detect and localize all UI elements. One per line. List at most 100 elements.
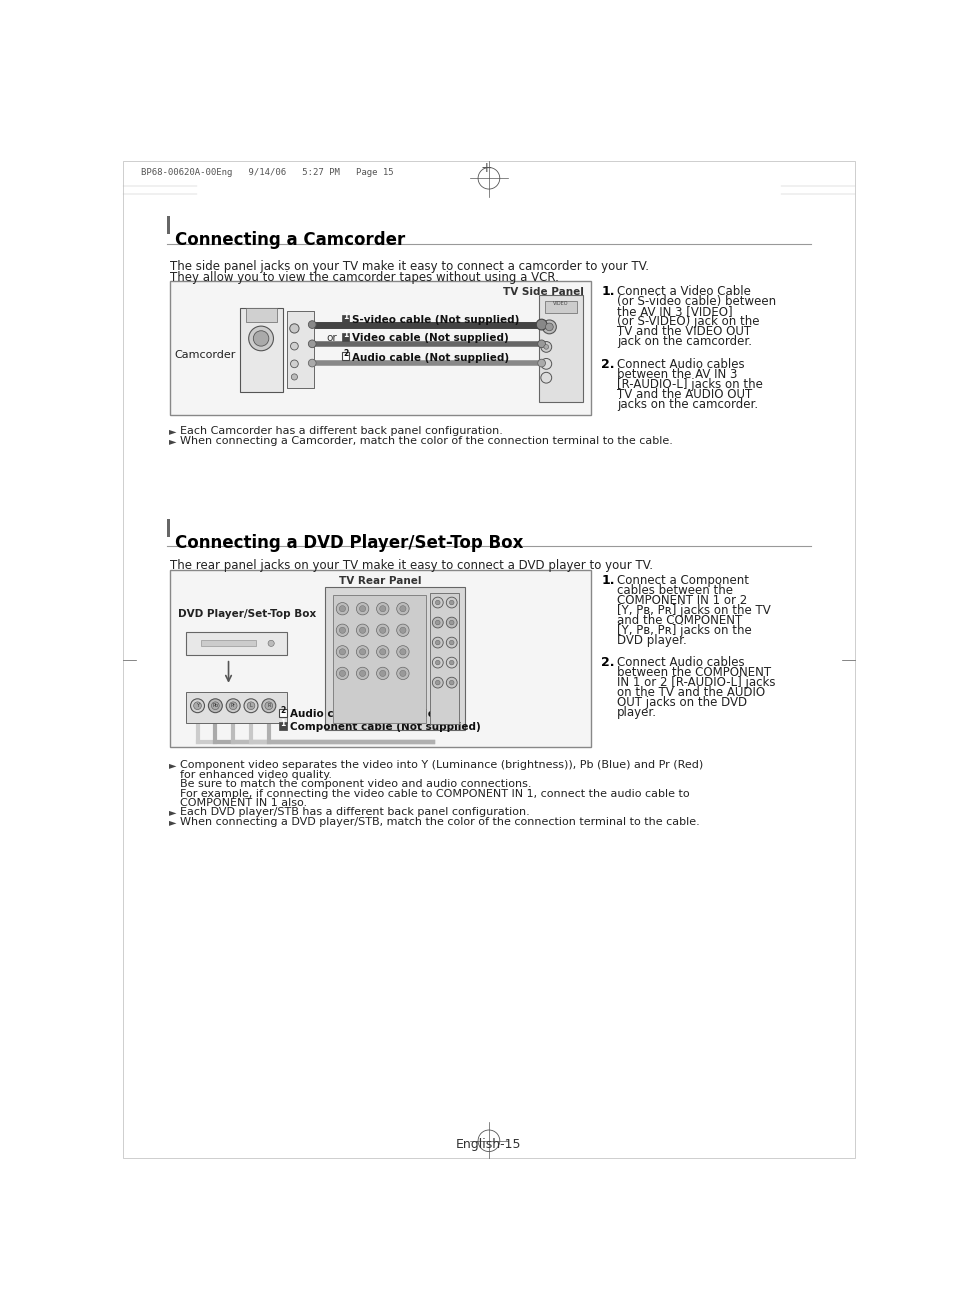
Circle shape	[208, 699, 222, 713]
Text: ►: ►	[169, 818, 176, 828]
Text: 1.: 1.	[600, 575, 614, 588]
Bar	[341, 315, 349, 323]
Bar	[430, 593, 459, 725]
Circle shape	[540, 342, 551, 353]
Circle shape	[356, 645, 369, 658]
Text: COMPONENT IN 1 also.: COMPONENT IN 1 also.	[179, 798, 307, 808]
Text: Connecting a DVD Player/Set-Top Box: Connecting a DVD Player/Set-Top Box	[174, 534, 523, 552]
Bar	[167, 518, 171, 537]
Text: [Y, Pʙ, Pʀ] jacks on the TV: [Y, Pʙ, Pʀ] jacks on the TV	[617, 605, 770, 618]
Text: for enhanced video quality.: for enhanced video quality.	[179, 769, 332, 780]
Circle shape	[229, 701, 236, 709]
Text: on the TV and the AUDIO: on the TV and the AUDIO	[617, 686, 764, 699]
Text: Be sure to match the component video and audio connections.: Be sure to match the component video and…	[179, 778, 531, 789]
Bar	[544, 300, 577, 313]
Text: BP68-00620A-00Eng   9/14/06   5:27 PM   Page 15: BP68-00620A-00Eng 9/14/06 5:27 PM Page 1…	[141, 168, 394, 178]
Circle shape	[247, 701, 254, 709]
Circle shape	[435, 640, 439, 645]
Circle shape	[435, 680, 439, 684]
Circle shape	[359, 670, 365, 677]
Text: player.: player.	[617, 705, 656, 718]
Text: When connecting a DVD player/STB, match the color of the connection terminal to : When connecting a DVD player/STB, match …	[179, 818, 699, 828]
Text: Connect Audio cables: Connect Audio cables	[617, 358, 743, 371]
Bar	[278, 709, 286, 717]
Text: VIDEO: VIDEO	[553, 302, 568, 307]
Circle shape	[379, 627, 385, 633]
Bar	[286, 312, 314, 388]
Text: They allow you to view the camcorder tapes without using a VCR.: They allow you to view the camcorder tap…	[171, 270, 558, 283]
Bar	[278, 722, 286, 730]
Circle shape	[226, 699, 240, 713]
Circle shape	[335, 602, 348, 615]
Text: Connecting a Camcorder: Connecting a Camcorder	[174, 231, 405, 249]
Circle shape	[435, 620, 439, 624]
Text: [Y, Pʙ, Pʀ] jacks on the: [Y, Pʙ, Pʀ] jacks on the	[617, 624, 751, 637]
Text: or: or	[326, 333, 336, 343]
Bar	[186, 692, 286, 722]
Text: cables between the: cables between the	[617, 584, 732, 597]
Text: and the COMPONENT: and the COMPONENT	[617, 614, 741, 627]
Bar	[537, 295, 583, 401]
Circle shape	[376, 667, 389, 679]
Circle shape	[193, 701, 201, 709]
Text: Component cable (Not supplied): Component cable (Not supplied)	[290, 722, 480, 733]
Circle shape	[396, 624, 409, 636]
Text: DVD player.: DVD player.	[617, 635, 686, 646]
Text: TV Side Panel: TV Side Panel	[502, 287, 583, 296]
Circle shape	[253, 330, 269, 346]
Bar	[171, 571, 591, 747]
Bar	[341, 353, 349, 360]
Circle shape	[265, 701, 273, 709]
Circle shape	[261, 699, 275, 713]
Text: L: L	[250, 703, 253, 708]
Circle shape	[446, 618, 456, 628]
Text: IN 1 or 2 [R-AUDIO-L] jacks: IN 1 or 2 [R-AUDIO-L] jacks	[617, 675, 775, 688]
Circle shape	[249, 326, 274, 351]
Bar	[186, 632, 286, 654]
Circle shape	[432, 618, 443, 628]
Text: Audio cable (Not supplied): Audio cable (Not supplied)	[290, 709, 446, 720]
Circle shape	[291, 360, 298, 368]
Text: the AV IN 3 [VIDEO]: the AV IN 3 [VIDEO]	[617, 304, 732, 317]
Text: 2: 2	[342, 349, 348, 358]
Circle shape	[290, 324, 298, 333]
Text: English-15: English-15	[456, 1139, 521, 1152]
Circle shape	[449, 661, 454, 665]
Circle shape	[446, 678, 456, 688]
Circle shape	[542, 320, 556, 334]
Text: S-video cable (Not supplied): S-video cable (Not supplied)	[352, 315, 518, 325]
Circle shape	[399, 670, 406, 677]
Circle shape	[399, 627, 406, 633]
Text: Connect a Component: Connect a Component	[617, 575, 748, 588]
Circle shape	[435, 601, 439, 605]
Text: COMPONENT IN 1 or 2: COMPONENT IN 1 or 2	[617, 594, 746, 607]
Text: Connect Audio cables: Connect Audio cables	[617, 656, 743, 669]
Text: Audio cable (Not supplied): Audio cable (Not supplied)	[352, 353, 508, 363]
Text: Pr: Pr	[231, 703, 235, 708]
Text: The side panel jacks on your TV make it easy to connect a camcorder to your TV.: The side panel jacks on your TV make it …	[171, 260, 649, 273]
Circle shape	[543, 345, 548, 349]
Circle shape	[432, 657, 443, 667]
Text: The rear panel jacks on your TV make it easy to connect a DVD player to your TV.: The rear panel jacks on your TV make it …	[171, 559, 653, 572]
Circle shape	[356, 667, 369, 679]
Circle shape	[379, 649, 385, 654]
Bar	[246, 308, 276, 321]
Circle shape	[396, 602, 409, 615]
Text: DVD Player/Set-Top Box: DVD Player/Set-Top Box	[178, 609, 316, 619]
Bar	[171, 281, 591, 415]
Circle shape	[359, 627, 365, 633]
Bar	[341, 333, 349, 341]
Text: ►: ►	[169, 760, 176, 769]
Circle shape	[449, 601, 454, 605]
Bar	[201, 640, 255, 645]
Circle shape	[449, 680, 454, 684]
Circle shape	[435, 661, 439, 665]
Circle shape	[376, 624, 389, 636]
Text: Y: Y	[195, 703, 199, 708]
Circle shape	[446, 597, 456, 607]
Text: ►: ►	[169, 426, 176, 436]
Bar	[240, 308, 282, 392]
Circle shape	[339, 670, 345, 677]
Circle shape	[339, 649, 345, 654]
Circle shape	[399, 606, 406, 611]
